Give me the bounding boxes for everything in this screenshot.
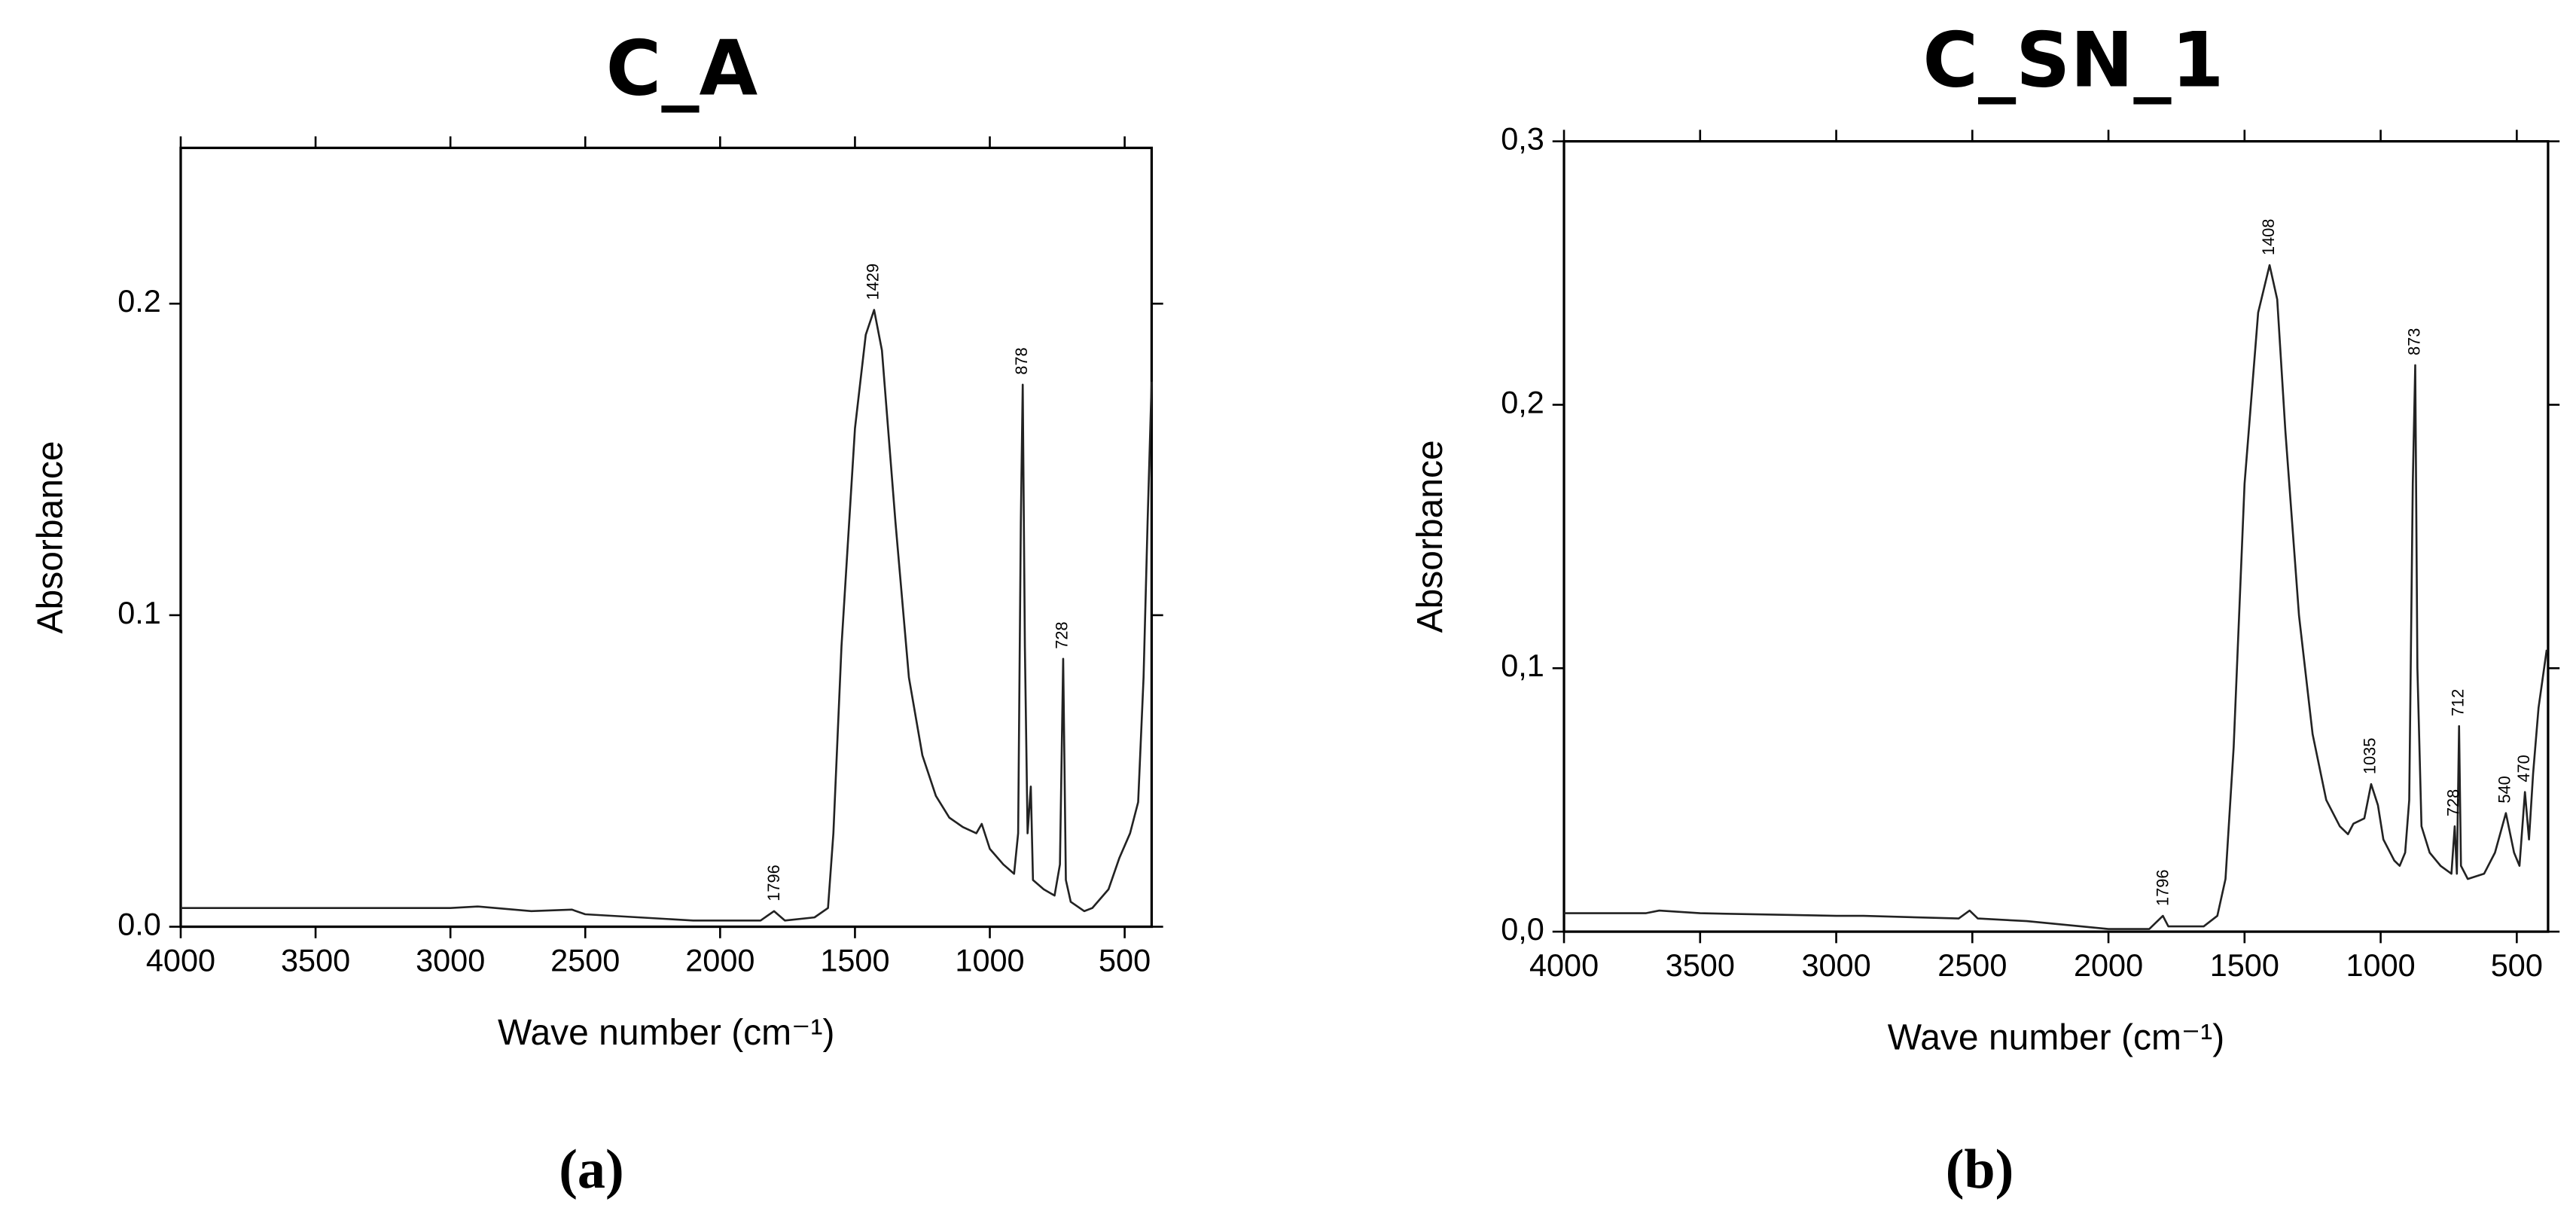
plot-frame: [1562, 140, 2550, 933]
peak-label: 878: [1012, 347, 1031, 374]
y-axis-label: Absorbance: [30, 441, 70, 633]
x-tick-label: 2000: [685, 942, 755, 978]
x-axis-label: Wave number (cm⁻¹): [1888, 1018, 2224, 1058]
y-tick-label: 0.1: [117, 595, 161, 630]
x-tick-label: 4000: [1529, 947, 1599, 983]
y-tick-label: 0,3: [1501, 121, 1544, 157]
plot-frame: [179, 146, 1154, 929]
x-tick-label: 1000: [2346, 947, 2415, 983]
x-tick-label: 3000: [1801, 947, 1870, 983]
peak-label: 1796: [2154, 870, 2172, 907]
panel-label: (b): [1946, 1139, 2014, 1200]
x-tick-label: 2500: [1937, 947, 2007, 983]
x-tick-label: 1500: [2210, 947, 2279, 983]
x-tick-label: 3000: [416, 942, 485, 978]
x-tick-label: 1000: [955, 942, 1024, 978]
x-tick-label: 3500: [281, 942, 350, 978]
peak-label: 1408: [2259, 218, 2278, 255]
x-tick-label: 2500: [550, 942, 620, 978]
peak-label: 1429: [864, 264, 883, 300]
y-tick-label: 0.0: [117, 906, 161, 941]
peak-label: 728: [1053, 621, 1072, 648]
chart-title: C_SN_1: [1922, 17, 2224, 105]
x-tick-label: 4000: [146, 942, 215, 978]
panel-label: (a): [559, 1139, 623, 1200]
spectrum-line: [1564, 264, 2548, 930]
x-tick-label: 500: [2491, 947, 2543, 983]
y-tick-label: 0.2: [117, 283, 161, 319]
x-tick-label: 2000: [2074, 947, 2143, 983]
x-tick-label: 3500: [1666, 947, 1735, 983]
x-tick-label: 500: [1099, 942, 1151, 978]
y-tick-label: 0,1: [1501, 648, 1544, 683]
peak-label: 712: [2448, 689, 2467, 716]
spectrum-line: [180, 309, 1153, 922]
chart-title: C_A: [606, 25, 758, 113]
y-tick-label: 0,0: [1501, 911, 1544, 947]
x-tick-label: 1500: [820, 942, 889, 978]
y-tick-label: 0,2: [1501, 384, 1544, 419]
peak-label: 540: [2495, 776, 2514, 803]
peak-label: 873: [2404, 328, 2423, 355]
peak-label: 728: [2444, 789, 2463, 816]
x-axis-label: Wave number (cm⁻¹): [498, 1013, 834, 1053]
y-axis-label: Absorbance: [1410, 440, 1450, 633]
peak-label: 470: [2514, 755, 2533, 782]
peak-label: 1796: [764, 865, 783, 901]
peak-label: 1035: [2361, 738, 2379, 774]
